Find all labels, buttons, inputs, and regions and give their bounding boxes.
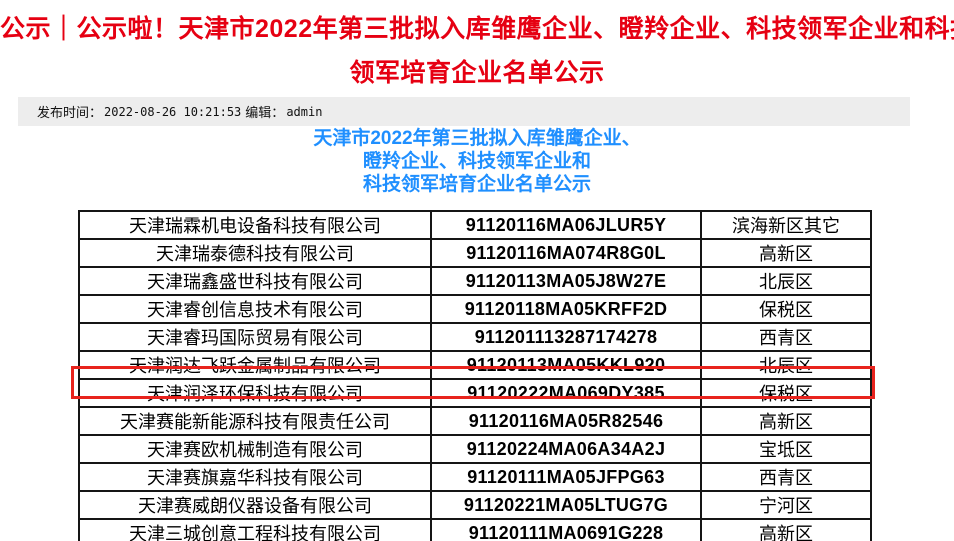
company-cell: 天津瑞鑫盛世科技有限公司 xyxy=(78,266,432,296)
company-table-container: 天津瑞霖机电设备科技有限公司 91120116MA06JLUR5Y 滨海新区其它 天津… xyxy=(78,210,872,541)
table-row: 天津瑞鑫盛世科技有限公司 91120113MA05J8W27E 北辰区 xyxy=(78,266,872,296)
table-row: 天津润达飞跃金属制品有限公司 91120113MA05KKL920 北辰区 xyxy=(78,350,872,380)
company-cell: 天津瑞霖机电设备科技有限公司 xyxy=(78,210,432,240)
company-cell: 天津赛旗嘉华科技有限公司 xyxy=(78,462,432,492)
table-row: 天津润泽环保科技有限公司 91120222MA069DY385 保税区 xyxy=(78,378,872,408)
company-cell: 天津赛能新能源科技有限责任公司 xyxy=(78,406,432,436)
code-cell: 91120111MA0691G228 xyxy=(430,518,702,541)
code-cell: 91120111MA05JFPG63 xyxy=(430,462,702,492)
district-cell: 宝坻区 xyxy=(700,434,872,464)
editor-label: 编辑： xyxy=(245,105,285,120)
code-cell: 91120113MA05J8W27E xyxy=(430,266,702,296)
editor-value: admin xyxy=(286,104,323,119)
article-title-line-2: 领军培育企业名单公示 xyxy=(349,59,605,87)
company-cell: 天津睿玛国际贸易有限公司 xyxy=(78,322,432,352)
district-cell: 宁河区 xyxy=(700,490,872,520)
company-cell: 天津赛威朗仪器设备有限公司 xyxy=(78,490,432,520)
table-row: 天津睿创信息技术有限公司 91120118MA05KRFF2D 保税区 xyxy=(78,294,872,324)
company-cell: 天津睿创信息技术有限公司 xyxy=(78,294,432,324)
district-cell: 西青区 xyxy=(700,322,872,352)
list-subtitle-line-3: 科技领军培育企业名单公示 xyxy=(362,174,591,195)
district-cell: 北辰区 xyxy=(700,266,872,296)
table-row: 天津赛欧机械制造有限公司 91120224MA06A34A2J 宝坻区 xyxy=(78,434,872,464)
company-cell: 天津三城创意工程科技有限公司 xyxy=(78,518,432,541)
list-subtitle: 天津市2022年第三批拟入库雏鹰企业、 瞪羚企业、科技领军企业和 科技领军培育企… xyxy=(0,127,954,196)
district-cell: 北辰区 xyxy=(700,350,872,380)
code-cell: 91120116MA074R8G0L xyxy=(430,238,702,268)
district-cell: 滨海新区其它 xyxy=(700,210,872,240)
code-cell: 91120118MA05KRFF2D xyxy=(430,294,702,324)
district-cell: 高新区 xyxy=(700,518,872,541)
code-cell: 91120116MA06JLUR5Y xyxy=(430,210,702,240)
code-cell: 91120222MA069DY385 xyxy=(430,378,702,408)
code-cell: 91120113MA05KKL920 xyxy=(430,350,702,380)
code-cell: 91120221MA05LTUG7G xyxy=(430,490,702,520)
company-table: 天津瑞霖机电设备科技有限公司 91120116MA06JLUR5Y 滨海新区其它 天津… xyxy=(78,210,872,541)
table-row: 天津睿玛国际贸易有限公司 911201113287174278 西青区 xyxy=(78,322,872,352)
district-cell: 高新区 xyxy=(700,406,872,436)
company-cell: 天津赛欧机械制造有限公司 xyxy=(78,434,432,464)
list-subtitle-line-2: 瞪羚企业、科技领军企业和 xyxy=(362,151,591,172)
table-row: 天津瑞霖机电设备科技有限公司 91120116MA06JLUR5Y 滨海新区其它 xyxy=(78,210,872,240)
table-row: 天津赛能新能源科技有限责任公司 91120116MA05R82546 高新区 xyxy=(78,406,872,436)
district-cell: 西青区 xyxy=(700,462,872,492)
company-cell: 天津瑞泰德科技有限公司 xyxy=(78,238,432,268)
district-cell: 保税区 xyxy=(700,294,872,324)
company-cell: 天津润达飞跃金属制品有限公司 xyxy=(78,350,432,380)
code-cell: 91120224MA06A34A2J xyxy=(430,434,702,464)
district-cell: 高新区 xyxy=(700,238,872,268)
code-cell: 911201113287174278 xyxy=(430,322,702,352)
article-title: 公示｜公示啦！天津市2022年第三批拟入库雏鹰企业、瞪羚企业、科技领军企业和科技… xyxy=(0,7,954,95)
table-row: 天津赛旗嘉华科技有限公司 91120111MA05JFPG63 西青区 xyxy=(78,462,872,492)
publish-time-label: 发布时间： xyxy=(37,105,103,120)
publish-time-value: 2022-08-26 10:21:53 xyxy=(104,104,242,119)
list-subtitle-line-1: 天津市2022年第三批拟入库雏鹰企业、 xyxy=(313,128,641,149)
table-row: 天津赛威朗仪器设备有限公司 91120221MA05LTUG7G 宁河区 xyxy=(78,490,872,520)
article-title-line-1: 公示｜公示啦！天津市2022年第三批拟入库雏鹰企业、瞪羚企业、科技领军企业和科技 xyxy=(0,15,954,43)
district-cell: 保税区 xyxy=(700,378,872,408)
company-cell: 天津润泽环保科技有限公司 xyxy=(78,378,432,408)
publish-meta-bar: 发布时间： 2022-08-26 10:21:53 编辑： admin xyxy=(18,97,910,126)
table-row: 天津瑞泰德科技有限公司 91120116MA074R8G0L 高新区 xyxy=(78,238,872,268)
company-table-body: 天津瑞霖机电设备科技有限公司 91120116MA06JLUR5Y 滨海新区其它 天津… xyxy=(78,210,872,541)
table-row: 天津三城创意工程科技有限公司 91120111MA0691G228 高新区 xyxy=(78,518,872,541)
code-cell: 91120116MA05R82546 xyxy=(430,406,702,436)
